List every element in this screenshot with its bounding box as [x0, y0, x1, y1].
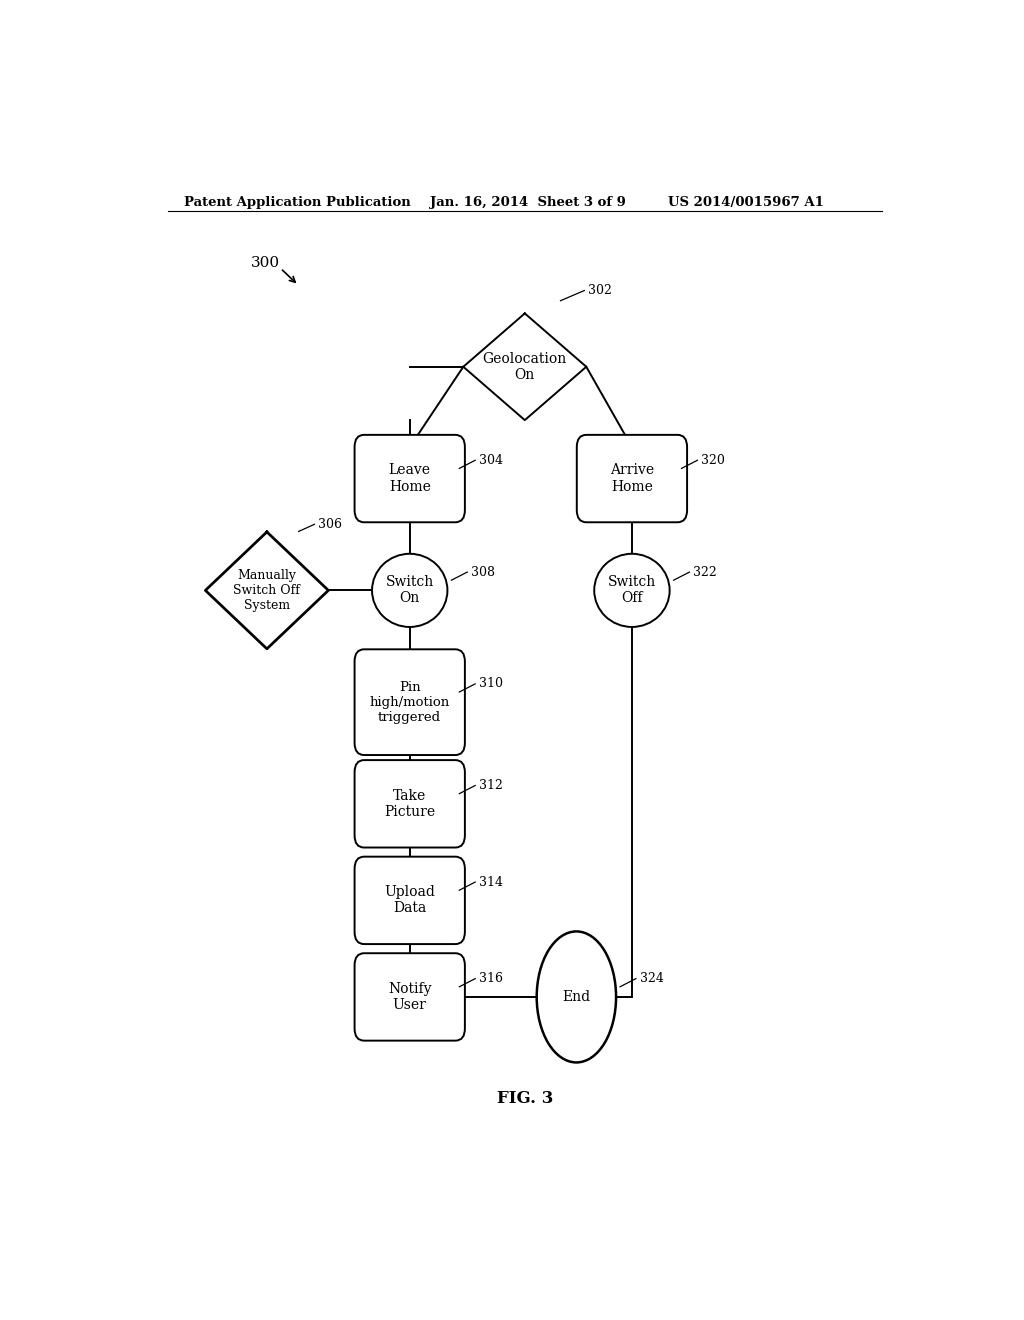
Text: Pin
high/motion
triggered: Pin high/motion triggered [370, 681, 450, 723]
Text: 316: 316 [479, 972, 503, 985]
FancyBboxPatch shape [354, 434, 465, 523]
Text: 304: 304 [479, 454, 503, 467]
Text: End: End [562, 990, 591, 1005]
FancyBboxPatch shape [354, 649, 465, 755]
Text: 308: 308 [471, 565, 496, 578]
Text: Patent Application Publication: Patent Application Publication [183, 195, 411, 209]
Text: 324: 324 [640, 972, 664, 985]
Text: 312: 312 [479, 779, 503, 792]
Text: 314: 314 [479, 875, 503, 888]
Text: 320: 320 [701, 454, 725, 467]
Text: Geolocation
On: Geolocation On [482, 351, 567, 381]
FancyBboxPatch shape [354, 760, 465, 847]
Text: 302: 302 [588, 284, 612, 297]
Text: Switch
Off: Switch Off [608, 576, 656, 606]
Text: 310: 310 [479, 677, 503, 690]
Text: US 2014/0015967 A1: US 2014/0015967 A1 [668, 195, 823, 209]
Text: Upload
Data: Upload Data [384, 886, 435, 916]
Text: Switch
On: Switch On [386, 576, 434, 606]
FancyBboxPatch shape [577, 434, 687, 523]
Ellipse shape [537, 932, 616, 1063]
FancyBboxPatch shape [354, 857, 465, 944]
Text: Jan. 16, 2014  Sheet 3 of 9: Jan. 16, 2014 Sheet 3 of 9 [430, 195, 626, 209]
Ellipse shape [594, 554, 670, 627]
Text: Manually
Switch Off
System: Manually Switch Off System [233, 569, 300, 612]
Text: 300: 300 [251, 256, 281, 271]
Text: FIG. 3: FIG. 3 [497, 1090, 553, 1107]
Text: Leave
Home: Leave Home [389, 463, 431, 494]
Ellipse shape [372, 554, 447, 627]
FancyBboxPatch shape [354, 953, 465, 1040]
Text: Take
Picture: Take Picture [384, 789, 435, 818]
Text: 322: 322 [693, 565, 717, 578]
Text: Arrive
Home: Arrive Home [610, 463, 654, 494]
Text: Notify
User: Notify User [388, 982, 431, 1012]
Text: 306: 306 [318, 517, 342, 531]
